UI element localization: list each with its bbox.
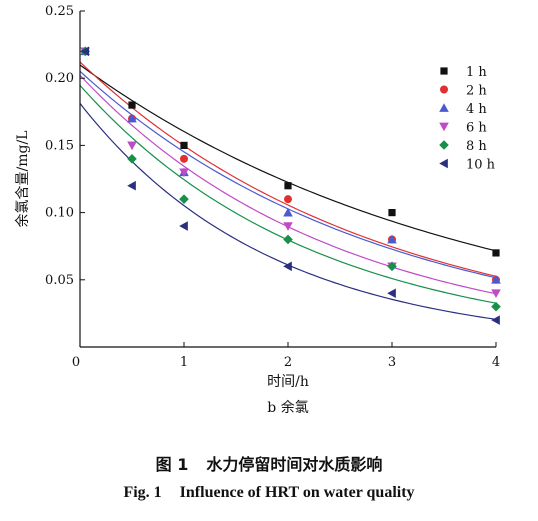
legend-marker xyxy=(440,85,448,94)
data-point xyxy=(284,195,292,204)
y-tick-label: 0.20 xyxy=(45,71,74,86)
data-point xyxy=(284,182,292,190)
data-point xyxy=(491,275,501,284)
caption-cn-text: 水力停留时间对水质影响 xyxy=(206,455,383,474)
data-point xyxy=(492,249,500,257)
data-point xyxy=(128,101,136,109)
data-point xyxy=(80,46,90,57)
caption-en-text: Influence of HRT on water quality xyxy=(179,484,415,501)
data-point xyxy=(179,221,188,231)
y-tick-label: 0.05 xyxy=(45,273,74,288)
data-point xyxy=(127,180,136,191)
data-point xyxy=(283,207,293,217)
legend-label: 8 h xyxy=(466,139,487,154)
legend-marker xyxy=(440,67,448,75)
data-point xyxy=(180,141,188,149)
axes xyxy=(79,11,496,348)
legend-marker xyxy=(439,158,448,169)
legend-marker xyxy=(439,140,449,150)
data-point xyxy=(180,154,188,163)
caption-cn-label: 图 1 xyxy=(155,455,189,474)
legend-marker xyxy=(439,122,449,132)
x-axis-label: 时间/h xyxy=(267,374,309,390)
y-tick-label: 0.25 xyxy=(45,4,74,19)
figure-caption-cn: 图 1 水力停留时间对水质影响 xyxy=(0,451,538,475)
data-point xyxy=(491,301,501,312)
fit-curve-8h xyxy=(79,84,497,304)
y-axis-label: 余氯含量/mg/L xyxy=(14,131,31,228)
y-tick-label: 0.10 xyxy=(45,206,74,221)
fit-curves xyxy=(79,61,497,320)
data-markers xyxy=(80,46,501,325)
data-point xyxy=(387,288,396,299)
data-point xyxy=(387,261,397,272)
data-point xyxy=(127,113,137,123)
x-tick-label: 3 xyxy=(388,355,396,370)
legend-marker xyxy=(439,103,449,112)
x-tick-label: 1 xyxy=(180,355,188,370)
legend-label: 2 h xyxy=(466,84,487,99)
x-tick-label: 4 xyxy=(492,355,500,370)
ticks: 012340.050.100.150.200.250 xyxy=(45,4,500,370)
data-point xyxy=(491,315,500,325)
fit-curve-2h xyxy=(79,61,497,277)
data-point xyxy=(387,234,397,244)
data-point xyxy=(491,289,501,299)
legend-label: 4 h xyxy=(466,102,487,117)
panel-label: b 余氯 xyxy=(267,399,308,416)
data-point xyxy=(283,222,293,231)
x-tick-label: 2 xyxy=(284,355,292,370)
data-point xyxy=(179,194,189,204)
fit-curve-4h xyxy=(79,70,497,279)
figure-caption-en: Fig. 1 Influence of HRT on water quality xyxy=(0,484,538,502)
y-tick-label: 0.15 xyxy=(45,138,74,153)
legend: 1 h 2 h 4 h 6 h 8 h 10 h xyxy=(439,65,496,173)
origin-tick-label: 0 xyxy=(72,355,80,370)
data-point xyxy=(127,154,137,164)
data-point xyxy=(388,209,396,217)
data-point xyxy=(127,141,137,151)
data-point xyxy=(283,261,292,272)
legend-label: 1 h xyxy=(466,65,487,80)
legend-label: 6 h xyxy=(466,121,487,136)
legend-label: 10 h xyxy=(466,158,496,173)
data-point xyxy=(283,234,293,245)
caption-en-label: Fig. 1 xyxy=(123,484,162,501)
data-point xyxy=(179,168,189,178)
